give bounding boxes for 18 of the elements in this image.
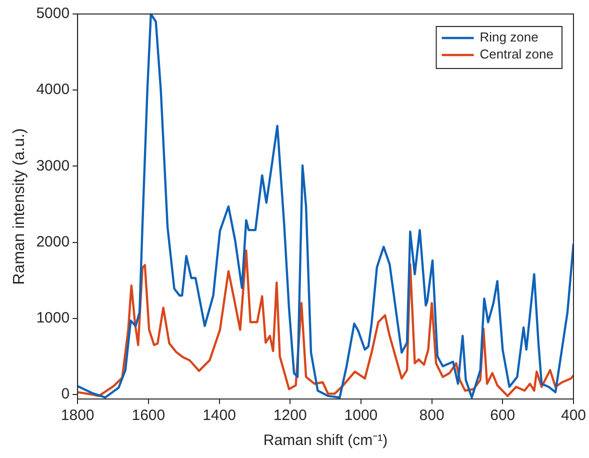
- x-tick-label: 1400: [202, 407, 236, 424]
- legend-label: Ring zone: [480, 30, 538, 45]
- legend-label: Central zone: [480, 46, 554, 62]
- x-tick-label: 800: [419, 407, 444, 424]
- y-axis-title: Raman intensity (a.u.): [11, 128, 28, 285]
- y-tick-label: 5000: [36, 5, 70, 22]
- y-tick-label: 1000: [36, 309, 70, 326]
- y-tick-label: 2000: [36, 233, 70, 250]
- x-tick-label: 1000: [344, 407, 378, 424]
- x-tick-label: 1200: [273, 407, 307, 424]
- x-tick-label: 600: [490, 407, 516, 424]
- x-tick-label: 1600: [132, 407, 166, 424]
- x-tick-label: 400: [560, 407, 586, 424]
- y-tick-label: 4000: [36, 81, 70, 98]
- x-axis-title: Raman shift (cm⁻¹): [263, 432, 388, 450]
- y-tick-label: 0: [61, 386, 70, 403]
- y-tick-label: 3000: [36, 157, 70, 174]
- x-tick-label: 1800: [60, 407, 94, 424]
